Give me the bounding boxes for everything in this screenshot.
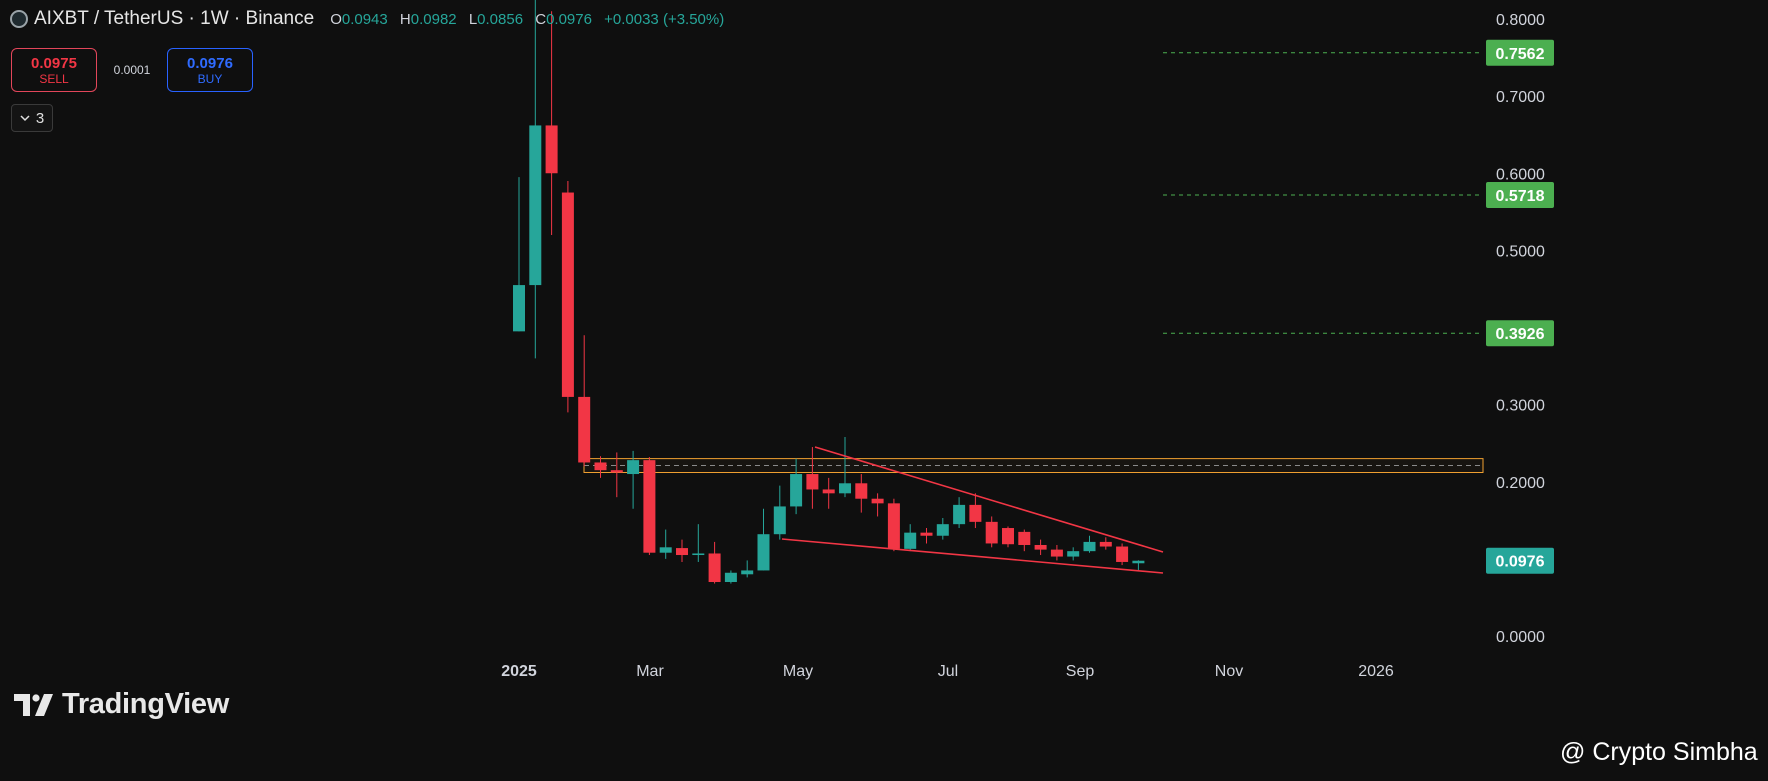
sell-price: 0.0975: [31, 54, 77, 72]
indicators-count: 3: [35, 109, 45, 127]
symbol-title[interactable]: AIXBT / TetherUS · 1W · Binance: [34, 8, 315, 29]
candle-body: [1099, 541, 1112, 547]
buy-button[interactable]: 0.0976 BUY: [167, 48, 253, 92]
candle-body: [757, 534, 770, 571]
chart-header: AIXBT / TetherUS · 1W · Binance O0.0943 …: [10, 8, 732, 30]
x-tick-label: Nov: [1215, 663, 1243, 680]
candle-body: [1034, 544, 1047, 550]
tradingview-logo: TradingView: [14, 688, 229, 721]
indicators-toggle[interactable]: 3: [11, 104, 53, 132]
x-tick-label: Sep: [1066, 663, 1095, 680]
watermark: @ Crypto Simbha: [1560, 738, 1758, 766]
close-key: C: [535, 10, 547, 28]
candle-body: [1002, 528, 1014, 545]
tradingview-logo-text: TradingView: [62, 688, 229, 720]
candle-body: [741, 570, 754, 575]
open-key: O: [330, 10, 342, 28]
high-key: H: [399, 10, 411, 28]
candle-body: [1083, 541, 1096, 552]
candle-body: [513, 285, 525, 332]
candle-body: [643, 460, 656, 553]
y-tick-label: 0.3000: [1496, 398, 1545, 415]
candle-body: [969, 504, 982, 522]
candle-body: [708, 553, 721, 583]
target-level-label: 0.3926: [1496, 326, 1545, 343]
y-tick-label: 0.0000: [1496, 629, 1545, 646]
resistance-zone: [583, 458, 1484, 473]
candle-body: [692, 553, 705, 556]
target-level-label: 0.7562: [1496, 46, 1545, 63]
coin-icon: [10, 10, 28, 28]
chevron-down-icon: [20, 114, 30, 121]
target-level-badge: [1486, 320, 1554, 347]
candle-body: [529, 125, 542, 286]
candle-body: [822, 489, 835, 494]
candle-body: [1132, 560, 1145, 564]
high-value: 0.0982: [410, 10, 457, 28]
candle-body: [806, 474, 819, 490]
x-tick-label: May: [783, 663, 813, 680]
candle-body: [985, 521, 998, 544]
x-tick-label: 2025: [501, 663, 537, 680]
candle-body: [659, 547, 672, 553]
tradingview-logo-icon: [14, 693, 53, 716]
candle-body: [887, 503, 900, 549]
candle-body: [839, 483, 851, 494]
target-level-badge: [1486, 181, 1554, 208]
target-level-badge: [1486, 39, 1554, 66]
candle-body: [594, 462, 607, 471]
x-tick-label: 2026: [1358, 663, 1394, 680]
y-tick-label: 0.8000: [1496, 12, 1545, 29]
candle-body: [920, 532, 933, 536]
current-price-label: 0.0976: [1496, 554, 1545, 571]
ohlc-readout: O0.0943 H0.0982 L0.0856 C0.0976 +0.0033 …: [330, 11, 732, 28]
candle-body: [790, 474, 803, 507]
candle-body: [871, 498, 884, 504]
trade-panel: 0.0975 SELL 0.0001 0.0976 BUY: [11, 48, 253, 92]
x-tick-label: Jul: [938, 663, 958, 680]
candle-body: [904, 532, 917, 549]
close-value: 0.0976: [546, 10, 592, 28]
candle-body: [545, 125, 558, 174]
candle-body: [610, 470, 623, 473]
buy-label: BUY: [197, 71, 223, 86]
candle-body: [1050, 549, 1063, 557]
candle-body: [953, 504, 966, 525]
change-value: +0.0033 (+3.50%): [604, 10, 725, 28]
candle-body: [1116, 546, 1129, 562]
wedge-lower-trendline: [781, 538, 1164, 574]
candle-body: [855, 483, 868, 499]
x-tick-label: Mar: [636, 663, 664, 680]
y-tick-label: 0.2000: [1496, 475, 1545, 492]
y-tick-label: 0.5000: [1496, 243, 1545, 260]
candle-body: [724, 572, 737, 583]
target-level-label: 0.5718: [1496, 188, 1545, 205]
sell-button[interactable]: 0.0975 SELL: [11, 48, 97, 92]
candle-body: [561, 192, 574, 397]
low-value: 0.0856: [477, 10, 524, 28]
open-value: 0.0943: [341, 10, 388, 28]
candle-body: [936, 524, 949, 536]
buy-price: 0.0976: [187, 54, 233, 72]
low-key: L: [468, 10, 478, 28]
wedge-upper-trendline: [814, 446, 1164, 553]
candle-body: [1067, 551, 1080, 557]
candle-body: [627, 460, 640, 475]
sell-label: SELL: [39, 71, 69, 86]
current-price-badge: [1486, 547, 1554, 574]
y-tick-label: 0.7000: [1496, 89, 1545, 106]
y-tick-label: 0.6000: [1496, 166, 1545, 183]
candle-body: [676, 548, 688, 556]
candle-body: [1018, 531, 1031, 545]
spread-value: 0.0001: [113, 63, 151, 77]
candle-body: [773, 506, 786, 535]
candle-body: [578, 396, 591, 463]
